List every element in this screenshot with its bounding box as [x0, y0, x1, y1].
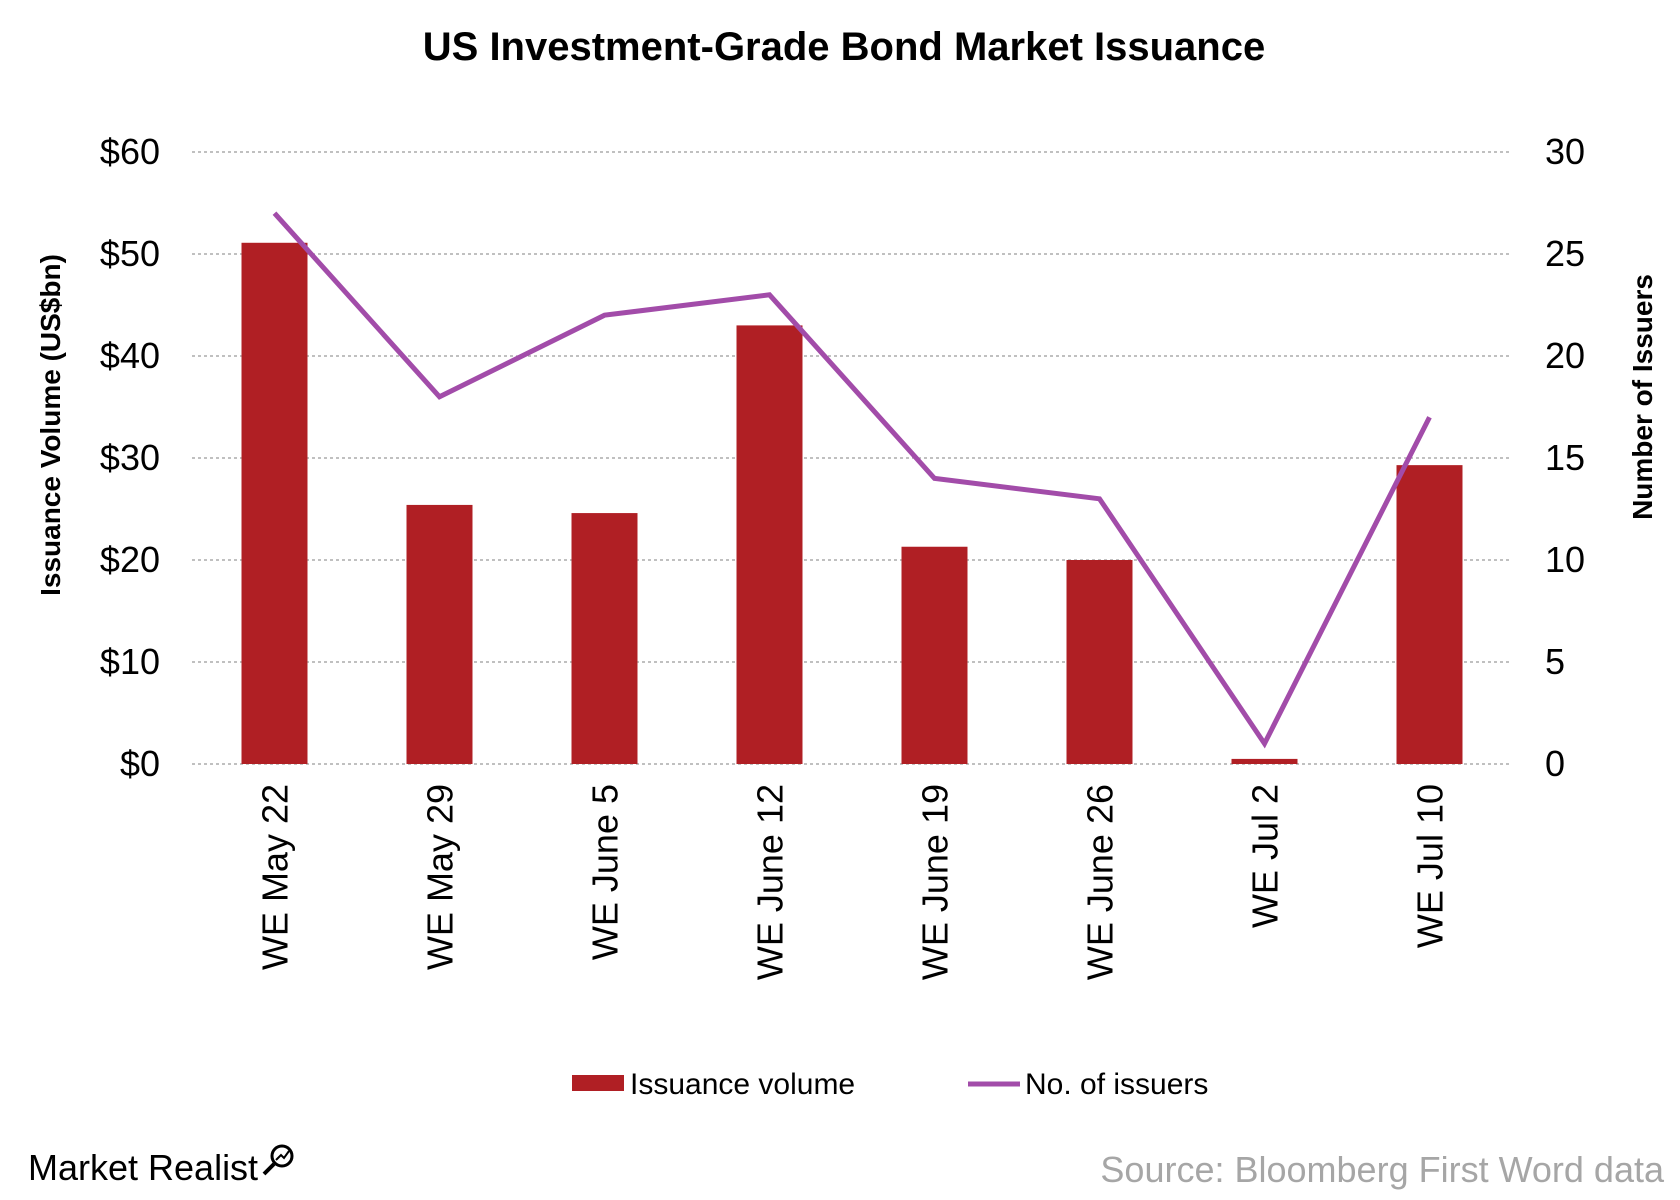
y-axis-right-title: Number of Issuers	[1627, 274, 1658, 520]
x-tick-label: WE May 22	[255, 784, 296, 970]
y-tick-label: $60	[100, 131, 160, 172]
bar-we-june-12	[736, 325, 803, 764]
legend: Issuance volume No. of issuers	[572, 1068, 1208, 1101]
y-tick-label: $50	[100, 233, 160, 274]
line-series	[272, 211, 1432, 749]
y-tick-label: $40	[100, 335, 160, 376]
y-axis-right-ticks: 0 5 10 15 20 25 30	[1545, 131, 1585, 784]
y2-tick-label: 20	[1545, 335, 1585, 376]
y-tick-label: $0	[120, 743, 160, 784]
x-axis-categories: WE May 22 WE May 29 WE June 5 WE June 12 WE …	[255, 784, 1451, 980]
y2-tick-label: 25	[1545, 233, 1585, 274]
source-note: Source: Bloomberg First Word data	[1100, 1149, 1665, 1190]
bar-series	[241, 242, 1463, 764]
x-tick-label: WE Jul 10	[1410, 784, 1451, 948]
y2-tick-label: 5	[1545, 641, 1565, 682]
brand-name: Market Realist	[28, 1147, 258, 1188]
chart-title: US Investment-Grade Bond Market Issuance	[423, 25, 1265, 69]
bar-we-may-29	[406, 504, 473, 764]
x-tick-label: WE June 19	[915, 784, 956, 980]
bar-we-june-26	[1066, 560, 1133, 764]
y2-tick-label: 15	[1545, 437, 1585, 478]
y-axis-left-ticks: $0 $10 $20 $30 $40 $50 $60	[100, 131, 160, 784]
x-tick-label: WE May 29	[420, 784, 461, 970]
y-tick-label: $20	[100, 539, 160, 580]
y-tick-label: $10	[100, 641, 160, 682]
bar-we-june-19	[901, 546, 968, 764]
y-tick-label: $30	[100, 437, 160, 478]
y-axis-left-title: Issuance Volume (US$bn)	[35, 254, 66, 596]
bar-we-jul-2	[1231, 758, 1298, 764]
x-tick-label: WE Jul 2	[1245, 784, 1286, 928]
y2-tick-label: 10	[1545, 539, 1585, 580]
x-tick-label: WE June 5	[585, 784, 626, 960]
y2-tick-label: 30	[1545, 131, 1585, 172]
legend-label-no-of-issuers: No. of issuers	[1025, 1068, 1208, 1101]
y2-tick-label: 0	[1545, 743, 1565, 784]
market-realist-logo: Market Realist	[28, 1144, 294, 1188]
issuers-line	[272, 211, 1432, 749]
bar-we-may-22	[241, 242, 308, 764]
legend-swatch-issuance-volume	[572, 1075, 624, 1091]
legend-label-issuance-volume: Issuance volume	[630, 1068, 855, 1101]
x-tick-label: WE June 26	[1080, 784, 1121, 980]
magnifier-chart-icon	[262, 1144, 294, 1176]
x-tick-label: WE June 12	[750, 784, 791, 980]
bar-we-june-5	[571, 513, 638, 764]
gridlines	[192, 151, 1512, 765]
bar-we-jul-10	[1396, 465, 1463, 764]
